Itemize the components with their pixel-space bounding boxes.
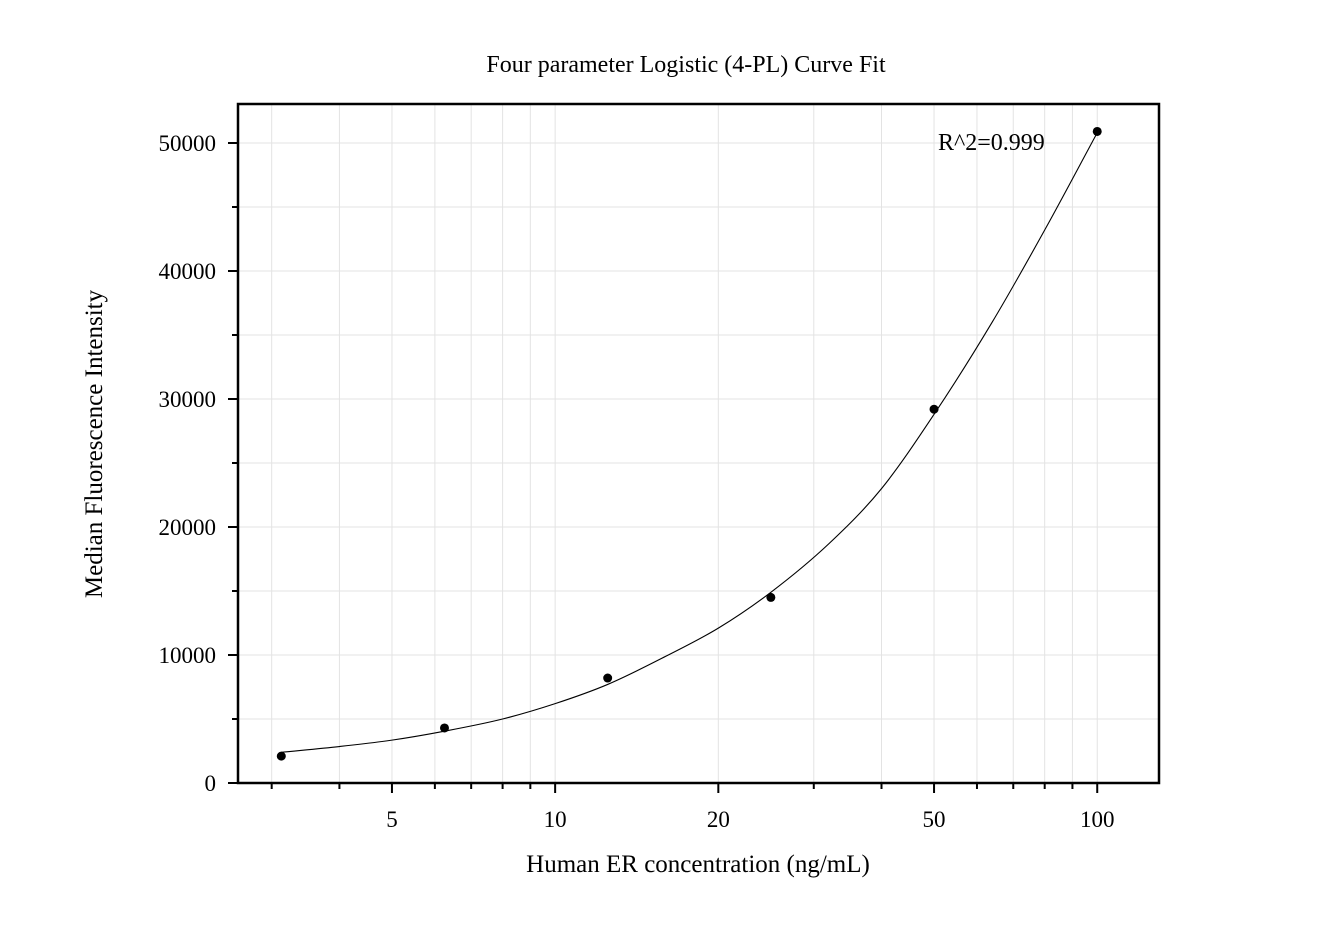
data-point (929, 404, 939, 414)
chart-title: Four parameter Logistic (4-PL) Curve Fit (486, 52, 886, 78)
x-tick-label: 5 (386, 807, 398, 832)
plot-frame (236, 102, 1161, 785)
y-tick-label: 50000 (159, 131, 217, 156)
curve-layer (281, 132, 1098, 753)
data-point (439, 723, 449, 733)
tick-layer: 5 10 20 50 100 0 10000 20000 30000 40000 50000 (159, 131, 1115, 832)
x-tick-label: 10 (544, 807, 567, 832)
data-point (766, 592, 776, 602)
y-axis-title: Median Fluorescence Intensity (81, 289, 108, 598)
y-tick-label: 30000 (159, 387, 217, 412)
r-squared-annotation: R^2=0.999 (938, 130, 1045, 156)
data-point (603, 673, 613, 683)
fit-curve-line (281, 132, 1098, 753)
data-point (276, 751, 286, 761)
grid-layer (238, 104, 1159, 784)
y-tick-label: 10000 (159, 643, 217, 668)
y-tick-label: 0 (205, 771, 217, 796)
point-layer (276, 126, 1102, 761)
data-point (1092, 126, 1102, 136)
x-tick-label: 50 (923, 807, 946, 832)
y-tick-label: 40000 (159, 259, 217, 284)
x-axis-title: Human ER concentration (ng/mL) (526, 851, 870, 878)
x-tick-label: 100 (1080, 807, 1115, 832)
y-tick-label: 20000 (159, 515, 217, 540)
x-tick-label: 20 (707, 807, 730, 832)
